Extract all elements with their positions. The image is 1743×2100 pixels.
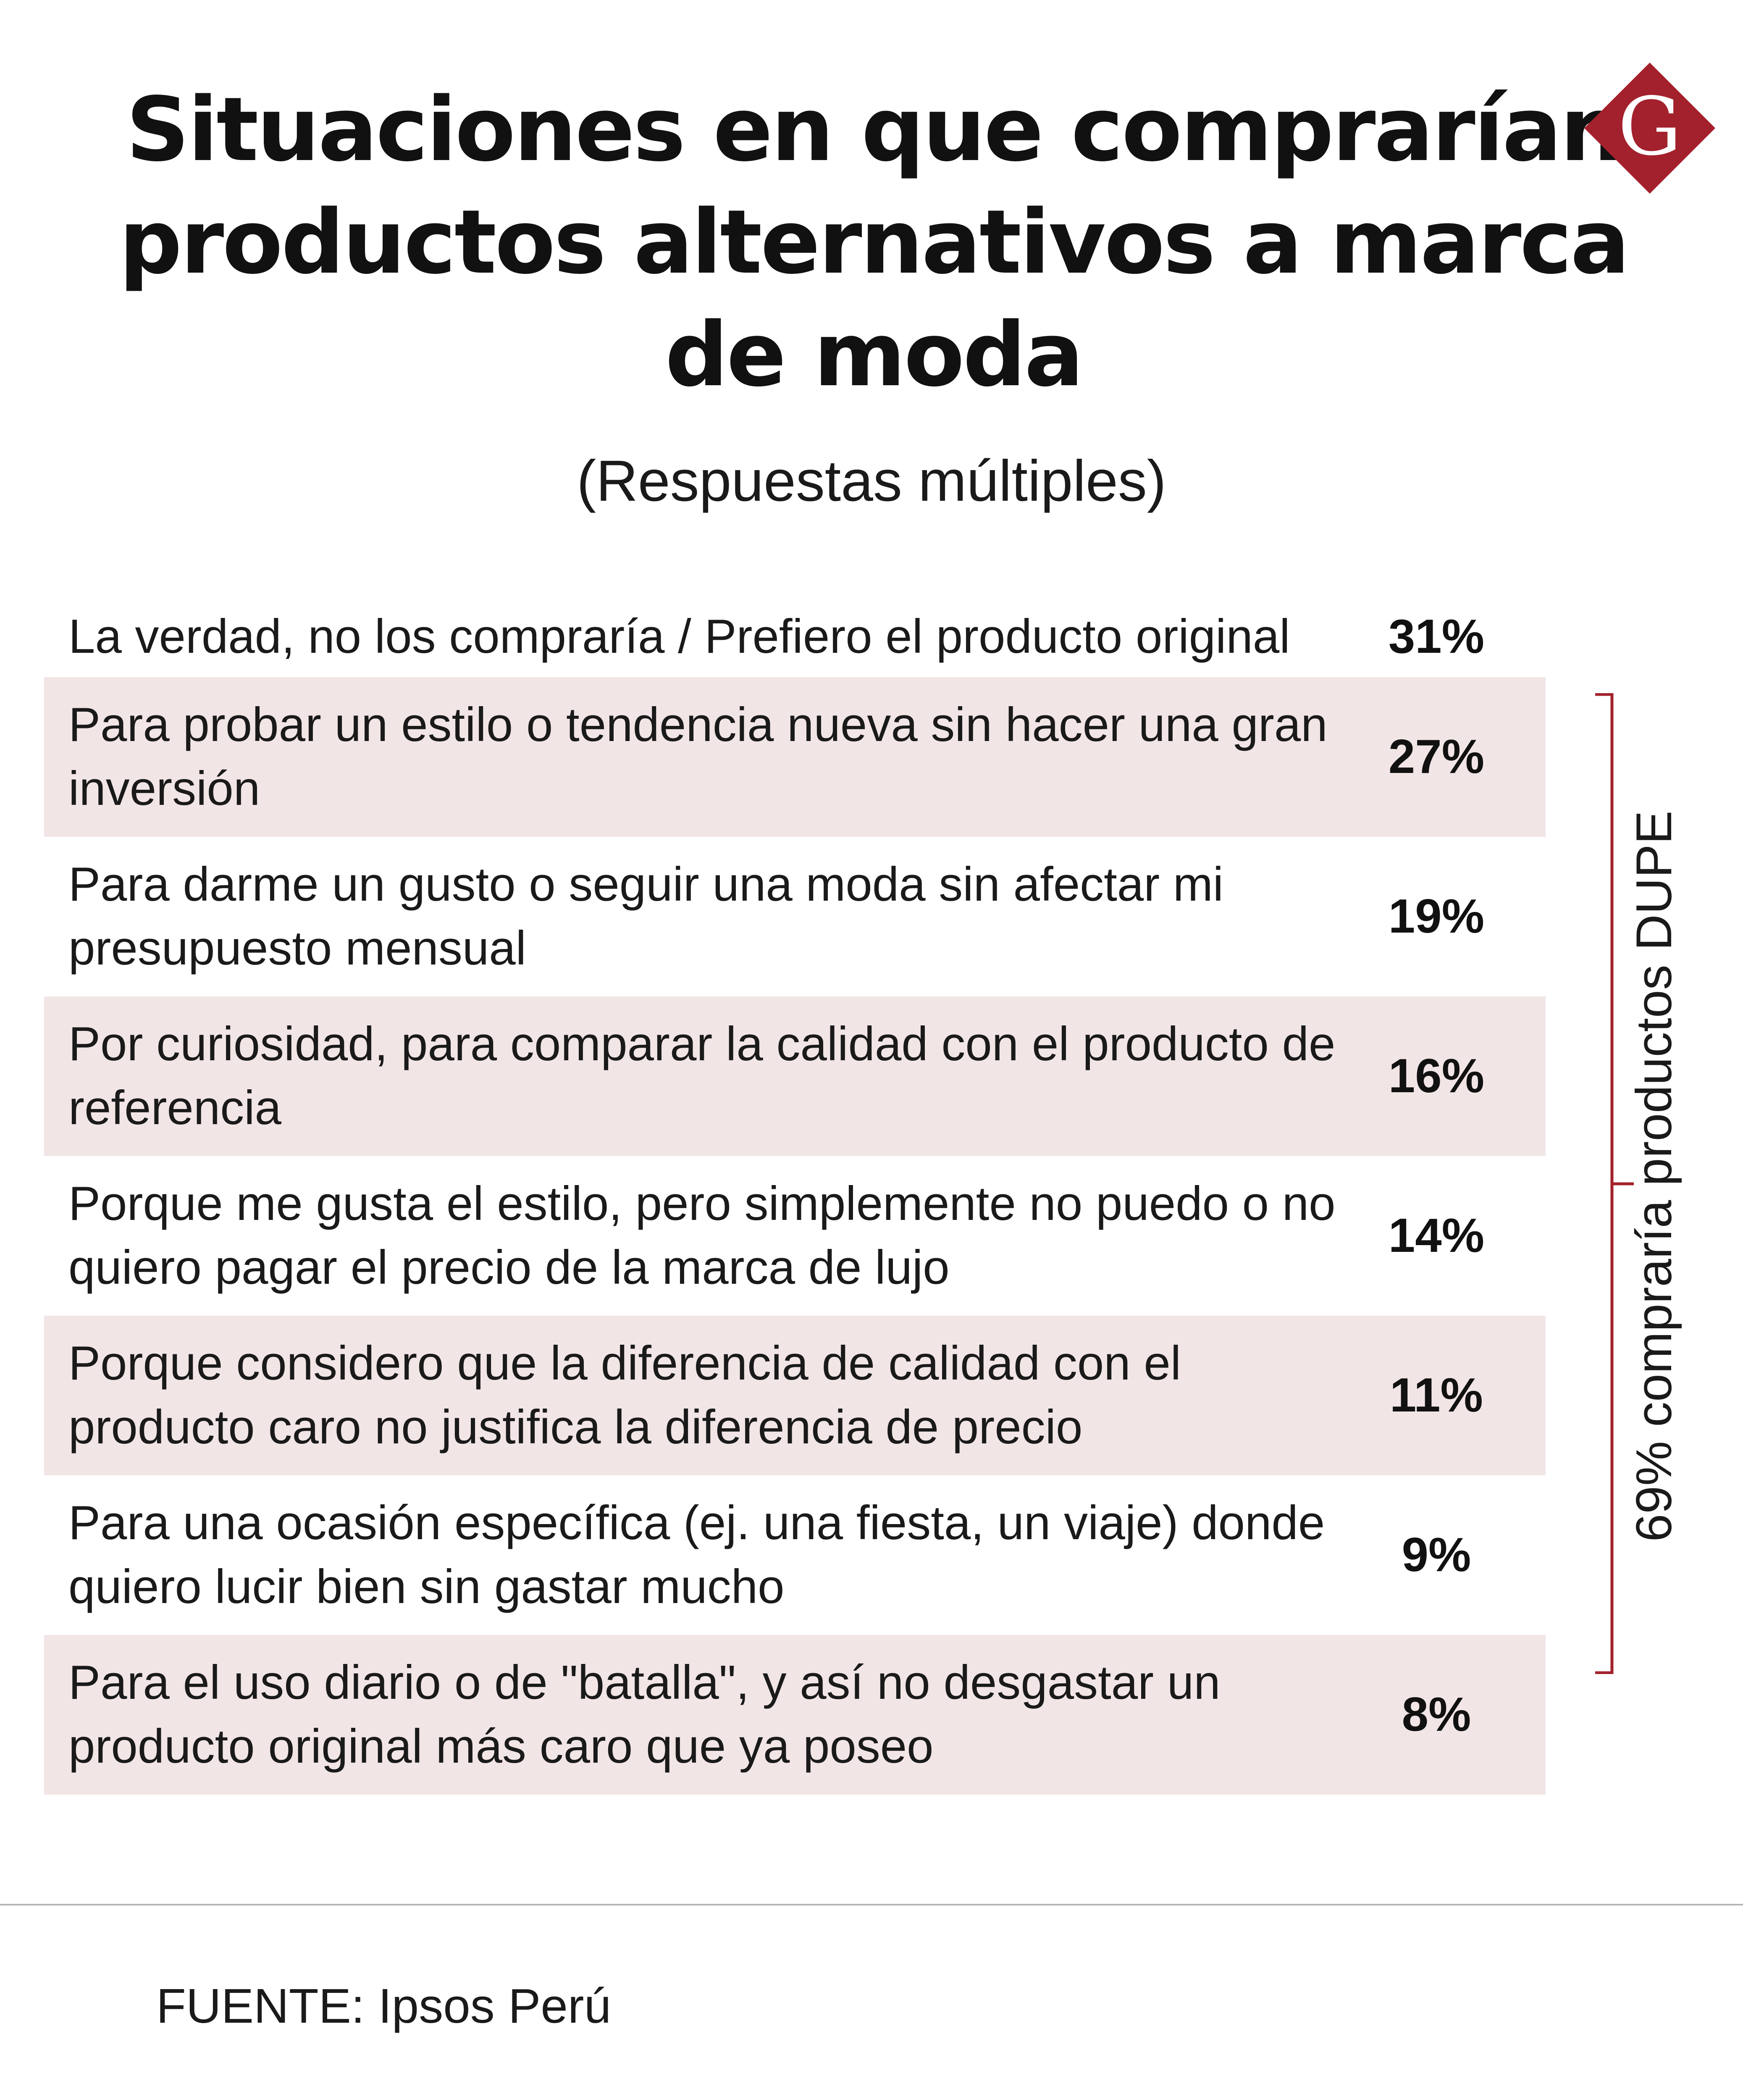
row-value: 9%: [1402, 1528, 1471, 1582]
row-label: La verdad, no los compraría / Prefiero e…: [68, 610, 1290, 663]
row-label: Para una ocasión específica (ej. una fie…: [68, 1496, 1325, 1614]
row-value: 14%: [1388, 1209, 1485, 1262]
table-row: Para probar un estilo o tendencia nueva …: [44, 677, 1546, 837]
row-label: Por curiosidad, para comparar la calidad…: [68, 1017, 1336, 1135]
row-value: 16%: [1388, 1049, 1485, 1103]
table-row: Para el uso diario o de "batalla", y así…: [44, 1635, 1546, 1795]
row-label: Para probar un estilo o tendencia nueva …: [68, 698, 1328, 815]
chart-title: Situaciones en que comprarían productos …: [119, 78, 1630, 406]
row-label: Para el uso diario o de "batalla", y así…: [68, 1656, 1221, 1773]
chart-subtitle: (Respuestas múltiples): [577, 449, 1166, 513]
row-value: 8%: [1402, 1688, 1471, 1741]
row-label: Porque considero que la diferencia de ca…: [68, 1337, 1181, 1454]
row-value: 19%: [1388, 890, 1485, 943]
row-label: Para darme un gusto o seguir una moda si…: [68, 858, 1224, 975]
table-row: Porque me gusta el estilo, pero simpleme…: [44, 1156, 1546, 1316]
table-row: La verdad, no los compraría / Prefiero e…: [44, 597, 1546, 677]
footer-divider: [0, 1904, 1743, 1906]
brand-logo: G: [1584, 63, 1715, 194]
logo-diamond: [1584, 63, 1715, 194]
row-value: 11%: [1390, 1369, 1483, 1422]
table-row: Por curiosidad, para comparar la calidad…: [44, 996, 1546, 1156]
dupe-group-label: 69% compraría productos DUPE: [1626, 810, 1682, 1542]
row-value: 27%: [1388, 730, 1485, 783]
dupe-group-bracket: [1595, 693, 1634, 1674]
row-label: Porque me gusta el estilo, pero simpleme…: [68, 1177, 1336, 1294]
logo-letter: G: [1618, 80, 1682, 173]
row-value: 31%: [1388, 610, 1485, 663]
source-note: FUENTE: Ipsos Perú: [156, 1979, 611, 2033]
table-row: Porque considero que la diferencia de ca…: [44, 1316, 1546, 1475]
table-row: Para una ocasión específica (ej. una fie…: [44, 1475, 1546, 1635]
table-row: Para darme un gusto o seguir una moda si…: [44, 837, 1546, 996]
